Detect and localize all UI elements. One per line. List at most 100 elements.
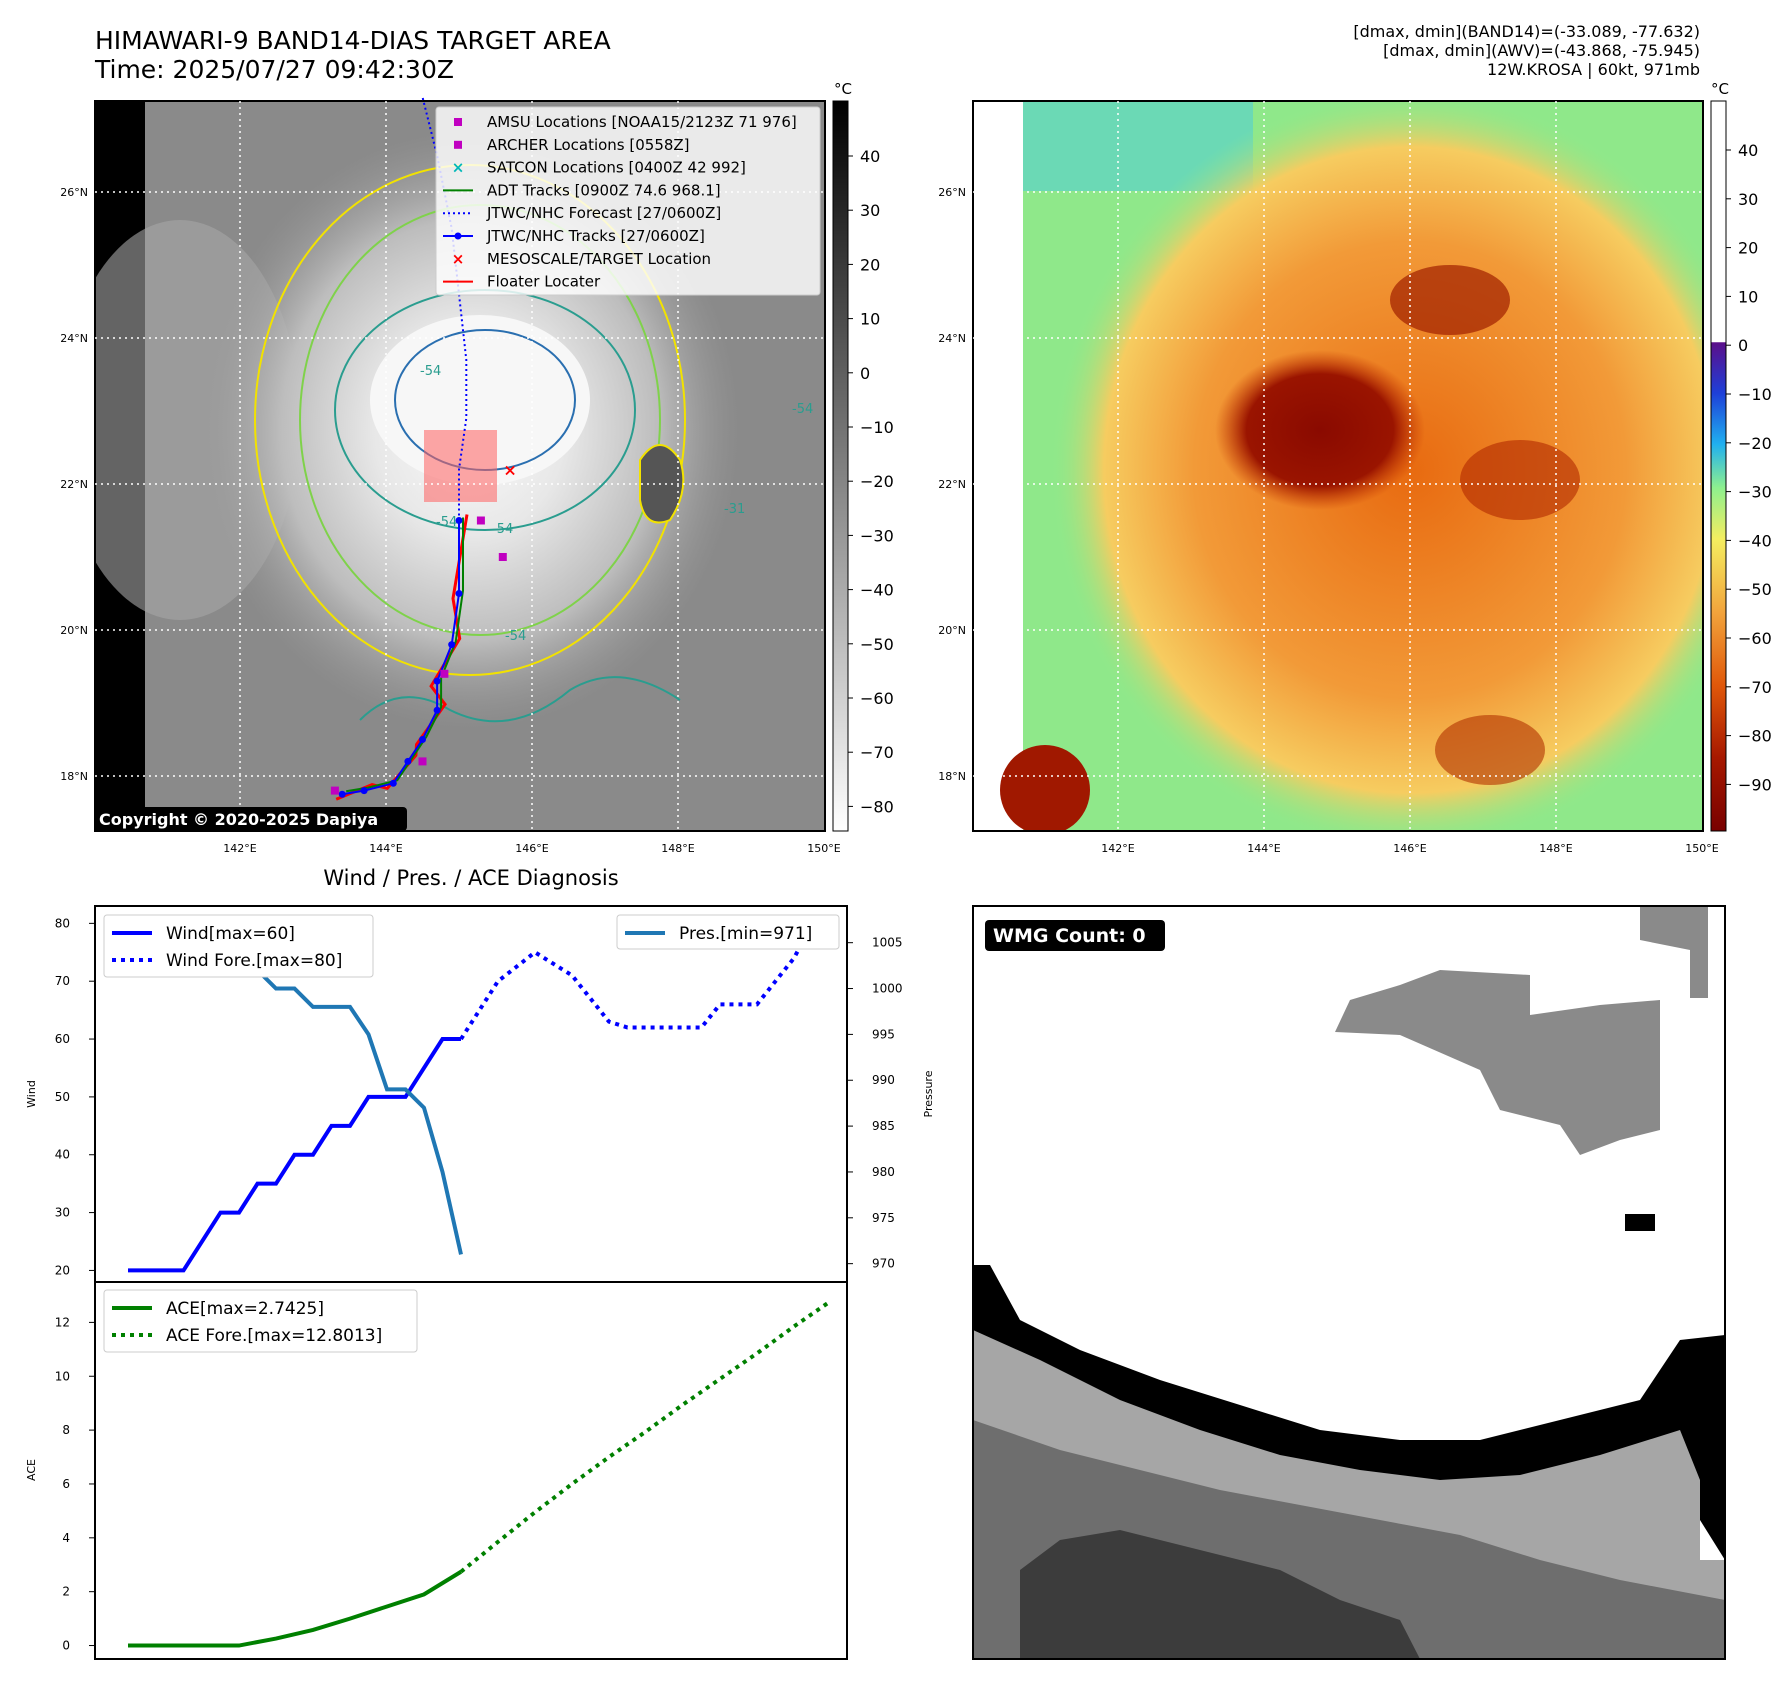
colorbar-tick-label: −80 — [860, 797, 894, 816]
color-map-frame — [972, 100, 1704, 832]
colorbar-tick-label: −10 — [1738, 385, 1772, 404]
wind-pressure-chart: Wind Pressure 80 70 60 50 40 30 20 1005 1000 995… — [25, 905, 935, 1283]
legend-x-marker: × — [452, 159, 465, 177]
wind-axis-tick-label: 50 — [55, 1090, 70, 1104]
colorbar-tick-label: 10 — [1738, 287, 1758, 306]
colorbar-tick-label: 0 — [860, 364, 870, 383]
colorbar-tick-label: −20 — [1738, 434, 1772, 453]
wind-forecast-legend-label: Wind Fore.[max=80] — [166, 951, 342, 971]
mesoscale-floater-box — [424, 430, 497, 502]
jtwc-track-point — [433, 706, 441, 714]
wind-legend: Wind[max=60] Wind Fore.[max=80] — [103, 914, 374, 978]
jtwc-track-point — [419, 736, 426, 743]
colorbar-tick-label: 0 — [1738, 336, 1748, 355]
info-line2: [dmax, dmin](AWV)=(-43.868, -75.945) — [1383, 41, 1700, 60]
jtwc-track-point — [404, 757, 412, 765]
colorbar-tick-label: −50 — [860, 635, 894, 654]
contour-label: -31 — [724, 502, 745, 517]
info-line1: [dmax, dmin](BAND14)=(-33.089, -77.632) — [1353, 22, 1700, 41]
jtwc-track-point — [455, 517, 463, 524]
map-legend: AMSU Locations [NOAA15/2123Z 71 976] ARCH… — [435, 106, 821, 296]
lat-tick-label: 22°N — [60, 478, 88, 491]
legend-label: JTWC/NHC Forecast [27/0600Z] — [486, 204, 721, 222]
ace-forecast-legend-label: ACE Fore.[max=12.8013] — [166, 1326, 382, 1346]
contour-label: -54 — [436, 515, 457, 530]
diagnosis-title: Wind / Pres. / ACE Diagnosis — [323, 866, 618, 890]
copyright-text: Copyright © 2020-2025 Dapiya — [99, 810, 378, 829]
lon-tick-label: 146°E — [1393, 842, 1426, 855]
colorbar-tick-label: −60 — [860, 689, 894, 708]
legend-label: Floater Locater — [487, 273, 601, 291]
legend-label: ADT Tracks [0900Z 74.6 968.1] — [487, 181, 721, 199]
colorbar-tick-label: −70 — [860, 743, 894, 762]
legend-label: AMSU Locations [NOAA15/2123Z 71 976] — [487, 113, 797, 131]
colorbar-tick-label: −30 — [860, 526, 894, 545]
pressure-axis-tick-label: 995 — [872, 1027, 895, 1041]
color-ir-map-panel: 142°E 144°E 146°E 148°E 150°E 26°N 24°N 22°N 20°… — [938, 100, 1719, 855]
ace-axis-tick-label: 12 — [55, 1315, 70, 1329]
wind-legend-label: Wind[max=60] — [166, 924, 295, 944]
wmg-panel: WMG Count: 0 — [972, 905, 1726, 1660]
lon-tick-label: 144°E — [1247, 842, 1280, 855]
ace-axis-tick-label: 4 — [62, 1531, 70, 1545]
map-legend-box — [435, 106, 821, 296]
pressure-axis-tick-label: 1005 — [872, 936, 903, 950]
wmg-darkgray-core — [1020, 1530, 1420, 1659]
lon-tick-label: 148°E — [1539, 842, 1572, 855]
color-colorbar: °C 40 30 20 10 0 −10 −20 −30 −40 −50 −60 −70 −80 −90 — [1710, 80, 1772, 832]
adt-track — [346, 517, 464, 793]
wmg-gray-blob-ne — [1335, 970, 1660, 1155]
ace-axis-tick-label: 2 — [62, 1585, 70, 1599]
lon-tick-label: 150°E — [1685, 842, 1718, 855]
color-cold-cluster-ne — [1390, 265, 1510, 335]
jtwc-track — [342, 520, 460, 796]
lat-tick-label: 26°N — [60, 186, 88, 199]
legend-dot-marker — [454, 232, 462, 240]
figure-title: HIMAWARI-9 BAND14-DIAS TARGET AREA Time:… — [95, 26, 611, 84]
ace-axis-label: ACE — [25, 1459, 38, 1481]
amsu-location-marker — [418, 757, 427, 766]
lat-tick-label: 18°N — [938, 770, 966, 783]
jtwc-track-point — [389, 779, 397, 787]
colorbar-tick-label: −40 — [860, 581, 894, 600]
legend-label: ARCHER Locations [0558Z] — [487, 136, 690, 154]
colorbar-tick-label: 40 — [860, 147, 880, 166]
colorbar-tick-label: −50 — [1738, 580, 1772, 599]
amsu-location-marker — [330, 786, 339, 795]
pressure-axis-tick-label: 1000 — [872, 982, 903, 996]
ace-legend: ACE[max=2.7425] ACE Fore.[max=12.8013] — [103, 1289, 418, 1353]
color-cold-cluster-e — [1460, 440, 1580, 520]
contour-label: -54 — [492, 522, 513, 537]
jtwc-track-point — [433, 677, 441, 685]
lat-tick-label: 20°N — [60, 624, 88, 637]
lon-tick-label: 150°E — [807, 842, 840, 855]
ace-axis-tick-label: 0 — [62, 1639, 70, 1653]
lat-tick-label: 22°N — [938, 478, 966, 491]
lon-tick-label: 144°E — [369, 842, 402, 855]
gray-colorbar-gradient — [832, 100, 849, 832]
wind-axis-tick-label: 60 — [55, 1032, 70, 1046]
ace-legend-label: ACE[max=2.7425] — [166, 1299, 324, 1319]
color-map-nodata-strip — [973, 101, 1023, 831]
color-cold-cluster-s — [1435, 715, 1545, 785]
colorbar-tick-label: −40 — [1738, 531, 1772, 550]
ir-map-frame — [94, 100, 826, 832]
lat-tick-label: 20°N — [938, 624, 966, 637]
amsu-location-marker — [440, 669, 449, 678]
amsu-location-marker — [476, 516, 485, 525]
wind-axis-label: Wind — [25, 1080, 38, 1108]
lat-tick-label: 26°N — [938, 186, 966, 199]
copyright-badge: Copyright © 2020-2025 Dapiya — [94, 807, 407, 831]
legend-label: MESOSCALE/TARGET Location — [487, 250, 711, 268]
colorbar-tick-label: −70 — [1738, 678, 1772, 697]
color-map-warm-spot — [1000, 745, 1090, 831]
wmg-count-badge — [985, 920, 1165, 951]
colorbar-tick-label: −20 — [860, 472, 894, 491]
color-colorbar-gradient — [1710, 100, 1727, 832]
legend-square-marker — [454, 118, 462, 126]
wmg-count-text: WMG Count: 0 — [993, 925, 1146, 947]
legend-square-marker — [454, 140, 462, 149]
pressure-axis-tick-label: 975 — [872, 1211, 895, 1225]
colorbar-tick-label: −80 — [1738, 727, 1772, 746]
colorbar-tick-label: 20 — [1738, 239, 1758, 258]
